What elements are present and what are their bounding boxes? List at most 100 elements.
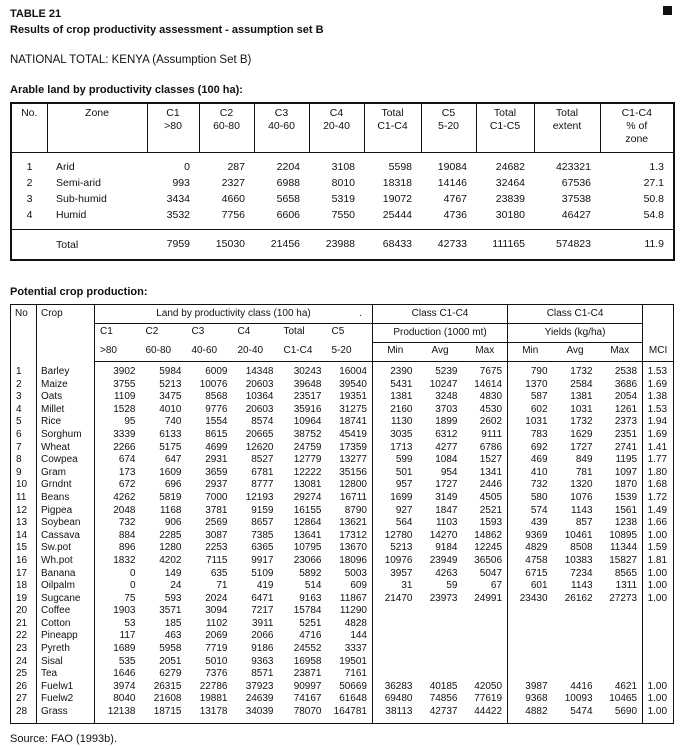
table-cell: 1168 [159, 504, 182, 516]
table-cell [553, 630, 598, 643]
table-cell: 18 [16, 580, 28, 592]
table-cell: 24 [170, 580, 182, 592]
table-cell: 647 [164, 454, 182, 466]
source-note: Source: FAO (1993b). [10, 732, 117, 745]
table-cell: 26162 [564, 592, 593, 604]
table-cell: 463 [164, 630, 182, 642]
table-cell: 1.00 [642, 529, 674, 543]
column-header: Total C1-C4 [363, 103, 421, 153]
table-cell: Grass [36, 706, 95, 724]
table-cell: 4716 [299, 630, 322, 642]
table-cell: 69480 [372, 693, 418, 707]
table-cell: 16958 [293, 655, 322, 667]
table-cell: 783 [507, 428, 553, 442]
table-cell: 0 [94, 580, 141, 593]
table-cell: 10895 [609, 529, 638, 541]
column-header-prod-avg: Avg [417, 342, 463, 362]
table-cell: 1713 [372, 441, 418, 455]
table-cell: 993 [172, 177, 190, 189]
table-cell: 0 [184, 161, 190, 173]
table-cell: Tea [36, 668, 95, 681]
table-cell: 2351 [614, 428, 638, 440]
table-cell: 24552 [293, 643, 322, 655]
table-cell: Pyreth [36, 643, 95, 656]
table-cell: 4 [26, 209, 33, 221]
table-cell: 19072 [382, 193, 412, 205]
table-cell: 5213 [372, 542, 418, 555]
table-cell: 9184 [435, 542, 458, 554]
table-cell: 53 [94, 617, 141, 631]
table-cell: 10247 [429, 378, 458, 390]
table-cell: 4699 [205, 441, 228, 453]
table-cell: 635 [210, 567, 228, 579]
table-cell: 10964 [293, 416, 322, 428]
table-cell: 2373 [614, 416, 638, 428]
table-cell: 1870 [614, 479, 638, 491]
column-header-c3: C3 [191, 326, 205, 337]
table-cell: 40185 [429, 680, 458, 692]
table-cell: 1.53 [642, 361, 674, 379]
table-cell: 1.00 [642, 693, 674, 707]
table-cell: Gram [36, 466, 95, 480]
table-row: 25 Tea 1646 6279 7376 8571 23871 7161 [11, 668, 674, 681]
table-cell: 601 [507, 580, 553, 593]
column-header-no: No [15, 308, 28, 319]
table-cell: 14614 [474, 378, 503, 390]
table-cell: 11 [16, 491, 27, 503]
table-cell: 37923 [245, 680, 274, 692]
table-cell [11, 230, 47, 261]
table-cell [507, 605, 553, 618]
table-cell: 10465 [609, 693, 638, 705]
table-cell: 13 [16, 517, 28, 529]
table-cell [372, 605, 418, 618]
table-row: 13 Soybean 732 906 2569 8657 12864 13621 564 1103… [11, 517, 674, 530]
table-cell: 185 [164, 617, 182, 629]
table-cell: Fuelw1 [36, 680, 95, 694]
table-cell: 12 [16, 504, 28, 516]
table-cell: 74167 [293, 693, 322, 705]
table-cell: 23871 [293, 668, 322, 680]
arable-total-section: Total 7959 15030 21456 23988 68433 42733 111165… [11, 229, 674, 261]
table-cell: Cowpea [36, 454, 95, 467]
table-cell: Sugcane [36, 592, 95, 606]
table-cell: Millet [36, 403, 95, 417]
table-cell: 1109 [94, 391, 141, 404]
table-cell: 419 [256, 580, 274, 592]
table-cell: 18715 [153, 706, 182, 718]
table-cell [372, 617, 418, 631]
table-cell: 68433 [382, 238, 412, 250]
table-cell: 1.81 [642, 554, 674, 568]
table-cell: 11344 [609, 542, 638, 554]
table-cell: Barley [36, 361, 95, 379]
table-cell: 13277 [339, 454, 367, 466]
table-row: 1 Barley 3902 5984 6009 14348 30243 16004 2390 52… [11, 361, 674, 379]
table-cell: 4830 [479, 391, 503, 403]
table-cell: 1280 [159, 542, 182, 554]
table-cell: 20 [16, 605, 28, 617]
arable-table-header: No. Zone C1 >80 C2 60-80 C3 40-60 C4 20-40 Total C1… [11, 103, 674, 153]
table-cell: 74856 [429, 693, 458, 705]
table-cell: 4882 [507, 706, 553, 724]
table-cell: 18741 [339, 416, 367, 428]
table-row: 2 Semi-arid 993 2327 6988 8010 18318 14146 32464… [11, 175, 674, 191]
table-cell: 20603 [245, 378, 274, 390]
table-cell: 3571 [159, 605, 182, 617]
table-cell: 4767 [443, 193, 467, 205]
column-header-range-total: C1-C4 [278, 342, 327, 362]
table-cell: 674 [94, 454, 141, 467]
table-cell: 22 [16, 630, 28, 642]
table-cell: 672 [94, 479, 141, 492]
table-cell: 3094 [205, 605, 228, 617]
table-cell [463, 643, 508, 656]
table-cell: 1031 [507, 416, 553, 429]
table-cell: 1261 [614, 403, 638, 415]
table-cell: 6606 [276, 209, 300, 221]
table-cell: 580 [507, 491, 553, 505]
table-cell: 19 [16, 592, 28, 604]
column-header-prod-min: Min [372, 342, 418, 362]
table-cell: 1370 [507, 378, 553, 392]
table-cell: 50.8 [643, 193, 664, 205]
table-cell: 9368 [507, 693, 553, 707]
table-cell: 15030 [215, 238, 245, 250]
production-header-row-sub: C1 C2 C3 C4 Total C5 Production (1000 mt… [11, 323, 674, 343]
